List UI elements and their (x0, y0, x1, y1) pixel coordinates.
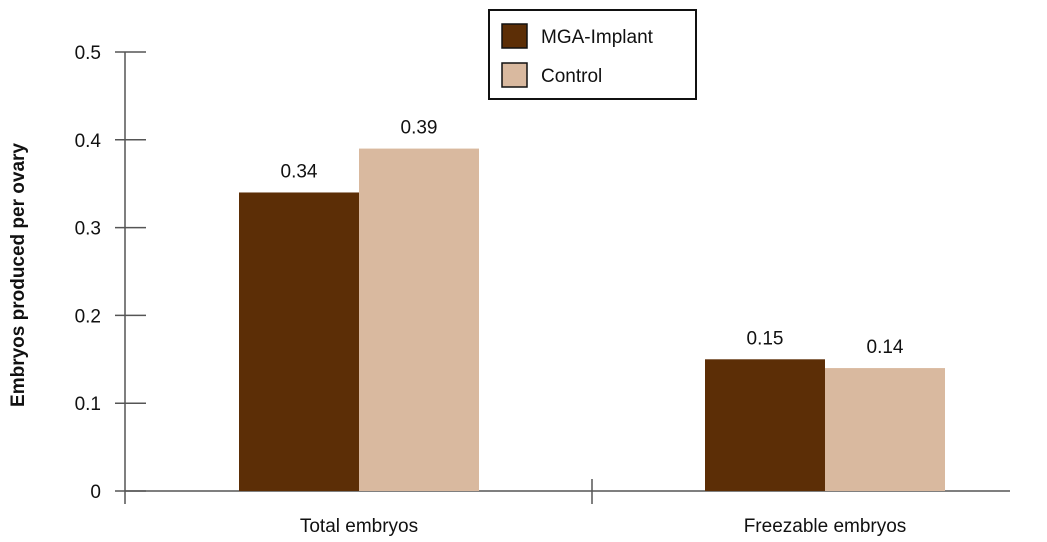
data-label: 0.39 (401, 118, 438, 139)
y-axis-title: Embryos produced per ovary (8, 143, 29, 407)
legend: MGA-Implant Control (488, 9, 697, 100)
bar-mga-implant (705, 359, 825, 491)
legend-swatch (501, 23, 528, 49)
data-label: 0.34 (281, 161, 318, 182)
bar-control (825, 368, 945, 491)
data-label: 0.15 (747, 328, 784, 349)
y-axis: 0 0.1 0.2 0.3 0.4 0.5 (75, 43, 146, 504)
y-tick-label: 0.5 (75, 43, 101, 64)
data-label: 0.14 (867, 337, 904, 358)
y-tick-label: 0.2 (75, 306, 101, 327)
x-tick-label: Total embryos (300, 516, 418, 537)
bar-mga-implant (239, 192, 359, 492)
y-tick-label: 0 (90, 482, 101, 503)
legend-label: MGA-Implant (541, 27, 654, 48)
y-tick-label: 0.3 (75, 219, 101, 240)
bar-control (359, 148, 479, 491)
y-tick-label: 0.4 (75, 131, 102, 152)
legend-label: Control (541, 66, 602, 87)
bars (239, 148, 945, 492)
legend-swatch (501, 62, 528, 88)
y-tick-label: 0.1 (75, 394, 101, 415)
x-tick-label: Freezable embryos (744, 516, 907, 537)
data-labels: 0.34 0.15 0.39 0.14 (281, 118, 904, 358)
